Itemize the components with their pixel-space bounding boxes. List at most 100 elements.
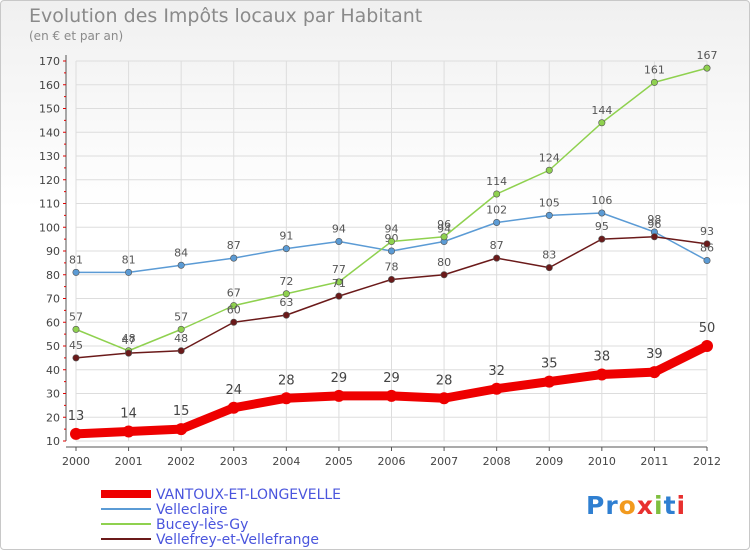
data-label: 38 — [594, 350, 611, 365]
logo-letter: P — [586, 491, 606, 520]
data-label: 28 — [436, 373, 453, 388]
x-tick-label: 2007 — [430, 455, 458, 468]
data-point — [177, 347, 185, 355]
data-point — [335, 278, 343, 286]
series-velleclaire: 81818487919490941021051069886 — [69, 194, 714, 276]
y-tick-label: 110 — [39, 198, 60, 211]
data-label: 72 — [279, 275, 293, 288]
y-tick-label: 140 — [39, 126, 60, 139]
logo-letter: i — [654, 491, 664, 520]
data-label: 124 — [539, 151, 560, 164]
data-label: 50 — [699, 321, 716, 336]
data-label: 13 — [68, 409, 85, 424]
x-tick-label: 2012 — [693, 455, 721, 468]
data-point — [543, 375, 556, 388]
legend-label: Bucey-lès-Gy — [156, 517, 248, 533]
data-point — [125, 268, 133, 276]
data-label: 84 — [174, 246, 188, 259]
data-point — [650, 78, 658, 86]
data-point — [703, 240, 711, 248]
y-tick-label: 30 — [46, 388, 60, 401]
data-label: 24 — [225, 383, 242, 398]
data-label: 87 — [227, 239, 241, 252]
data-label: 93 — [700, 225, 714, 238]
data-label: 71 — [332, 277, 346, 290]
data-point — [177, 325, 185, 333]
data-point — [493, 219, 501, 227]
data-point — [545, 166, 553, 174]
chart-title: Evolution des Impôts locaux par Habitant — [29, 5, 423, 27]
data-point — [598, 209, 606, 217]
data-label: 67 — [227, 287, 241, 300]
data-point — [493, 254, 501, 262]
x-tick-label: 2004 — [272, 455, 300, 468]
data-label: 106 — [591, 194, 612, 207]
x-tick-label: 2003 — [220, 455, 248, 468]
data-point — [230, 318, 238, 326]
data-point — [440, 271, 448, 279]
data-label: 29 — [383, 371, 400, 386]
y-tick-label: 130 — [39, 150, 60, 163]
data-point — [335, 292, 343, 300]
x-tick-label: 2010 — [588, 455, 616, 468]
data-label: 35 — [541, 357, 558, 372]
x-tick-label: 2006 — [378, 455, 406, 468]
data-label: 57 — [174, 310, 188, 323]
data-point — [650, 233, 658, 241]
data-point — [282, 245, 290, 253]
y-tick-label: 120 — [39, 174, 60, 187]
data-point — [387, 275, 395, 283]
data-label: 81 — [69, 253, 83, 266]
x-tick-label: 2000 — [62, 455, 90, 468]
data-label: 77 — [332, 263, 346, 276]
data-label: 29 — [331, 371, 348, 386]
data-point — [703, 64, 711, 72]
data-point — [545, 264, 553, 272]
data-label: 94 — [437, 223, 451, 236]
data-label: 57 — [69, 310, 83, 323]
x-tick-label: 2011 — [640, 455, 668, 468]
data-label: 15 — [173, 404, 190, 419]
data-point — [438, 392, 451, 405]
data-label: 94 — [332, 223, 346, 236]
data-label: 81 — [122, 253, 136, 266]
data-label: 91 — [279, 230, 293, 243]
data-label: 32 — [488, 364, 505, 379]
data-label: 63 — [279, 296, 293, 309]
legend-label: Vellefrey-et-Vellefrange — [156, 532, 319, 548]
data-point — [175, 423, 188, 436]
data-point — [230, 302, 238, 310]
data-point — [227, 401, 240, 414]
data-label: 94 — [385, 223, 399, 236]
data-point — [335, 238, 343, 246]
data-label: 144 — [591, 104, 612, 117]
y-tick-label: 10 — [46, 435, 60, 448]
y-tick-label: 80 — [46, 269, 60, 282]
data-point — [387, 247, 395, 255]
data-point — [72, 354, 80, 362]
chart-subtitle: (en € et par an) — [29, 29, 124, 43]
data-point — [125, 349, 133, 357]
data-label: 87 — [490, 239, 504, 252]
data-point — [703, 256, 711, 264]
data-label: 47 — [122, 334, 136, 347]
data-label: 114 — [486, 175, 507, 188]
data-label: 28 — [278, 373, 295, 388]
x-tick-label: 2005 — [325, 455, 353, 468]
data-label: 161 — [644, 63, 665, 76]
logo-letter: o — [618, 491, 637, 520]
data-point — [385, 389, 398, 402]
y-tick-label: 170 — [39, 55, 60, 68]
logo-letter: t — [663, 491, 677, 520]
y-tick-label: 100 — [39, 221, 60, 234]
data-point — [701, 340, 713, 352]
data-point — [493, 190, 501, 198]
y-tick-label: 150 — [39, 103, 60, 116]
data-point — [72, 325, 80, 333]
data-point — [598, 119, 606, 127]
data-label: 48 — [122, 332, 136, 345]
data-point — [387, 238, 395, 246]
